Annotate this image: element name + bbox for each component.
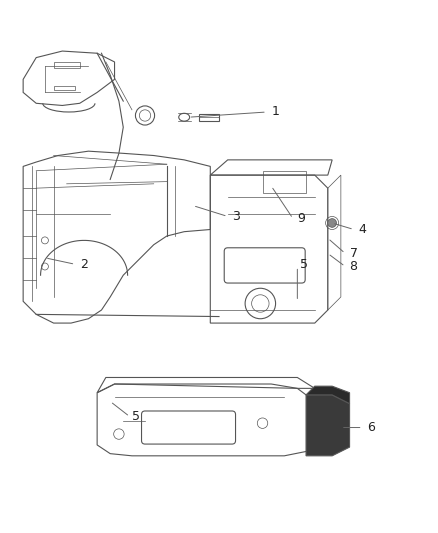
Text: 6: 6: [367, 421, 375, 434]
Text: 3: 3: [232, 210, 240, 223]
Text: 2: 2: [80, 258, 88, 271]
Text: 5: 5: [132, 410, 140, 423]
Text: 9: 9: [297, 212, 305, 225]
Text: 8: 8: [350, 260, 357, 273]
Text: 1: 1: [271, 106, 279, 118]
Polygon shape: [306, 386, 350, 403]
Circle shape: [328, 219, 336, 228]
Text: 5: 5: [300, 258, 307, 271]
Polygon shape: [306, 395, 350, 456]
Text: 4: 4: [358, 223, 366, 236]
Text: 7: 7: [350, 247, 357, 260]
